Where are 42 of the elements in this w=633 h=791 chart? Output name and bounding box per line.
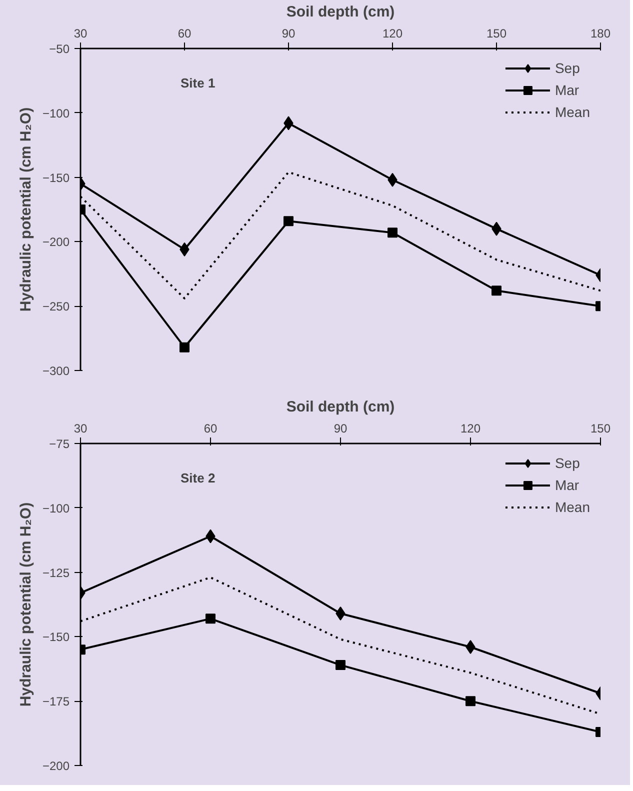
y-tick-label: −300 [42,364,70,378]
annotation: Site 2 [180,470,216,486]
y-axis-title: Hydraulic potential (cm H₂O) [17,502,34,707]
annotation: Site 1 [180,76,216,90]
x-tick-label: 120 [460,422,481,436]
y-tick-label: −150 [42,630,70,644]
x-tick-label: 60 [178,26,192,40]
point [388,228,398,238]
x-tick-label: 90 [282,26,296,40]
x-tick-label: 150 [590,422,611,436]
x-tick-label: 90 [334,422,348,436]
x-axis-title: Soil depth (cm) [286,398,395,416]
y-tick-label: −200 [42,759,70,773]
x-tick-label: 30 [74,422,88,436]
x-tick-label: 30 [74,26,88,40]
point [206,614,216,624]
legend-label: Mean [554,499,590,515]
y-tick-label: −50 [49,42,70,56]
y-tick-label: −200 [42,235,70,250]
y-tick-label: −150 [42,170,70,185]
point [336,660,346,670]
legend-label: Mean [554,104,590,120]
y-tick-label: −125 [42,566,70,580]
point [492,286,502,296]
legend-label: Mar [554,477,580,493]
point [284,216,294,226]
legend-label: Sep [554,60,580,76]
x-tick-label: 60 [204,422,218,436]
x-tick-label: 120 [382,26,403,40]
x-tick-label: 180 [590,26,611,40]
y-tick-label: −100 [42,106,70,120]
y-tick-label: −75 [49,437,70,451]
x-tick-label: 150 [486,26,507,40]
y-tick-label: −175 [42,694,70,709]
legend-label: Sep [554,455,580,471]
legend-label: Mar [554,82,580,98]
y-tick-label: −250 [42,300,70,314]
y-axis-title: Hydraulic potential (cm H₂O) [17,107,34,312]
x-axis-title: Soil depth (cm) [286,4,395,20]
y-tick-label: −100 [42,501,70,516]
point [466,696,476,706]
point [180,342,190,352]
